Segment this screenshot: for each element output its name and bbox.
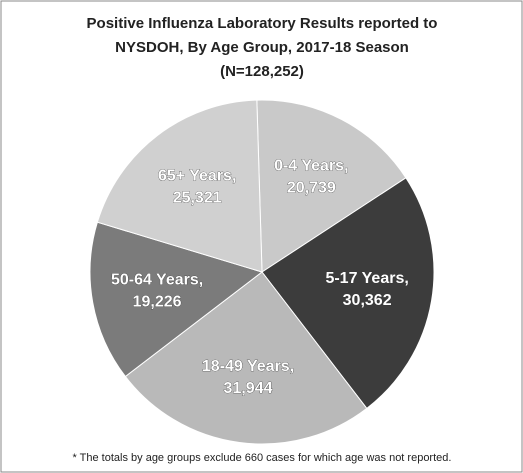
slice-category: 50-64 Years, [111,271,203,288]
pie-slice [256,99,407,273]
slice-value-label: 31,944 [224,380,273,397]
slice-value-label: 20,739 [287,180,336,197]
pie-slice [261,177,435,410]
slice-category: 5-17 Years, [325,270,408,287]
slice-category: 0-4 Years, [274,158,348,175]
pie-slice [89,221,264,378]
slice-value-label: 25,321 [173,190,222,207]
slice-category: 65+ Years, [158,168,236,185]
chart-title: Positive Influenza Laboratory Results re… [87,15,438,32]
pie-slice [96,99,263,273]
slice-value-label: 30,362 [343,292,392,309]
pie-slice [124,271,368,445]
footnote: * The totals by age groups exclude 660 c… [73,452,452,464]
chart-title-line: NYSDOH, By Age Group, 2017-18 Season [115,39,409,56]
slice-value-label: 19,226 [133,293,182,310]
slice-category: 18-49 Years, [202,358,294,375]
chart-subtitle: (N=128,252) [220,63,304,80]
